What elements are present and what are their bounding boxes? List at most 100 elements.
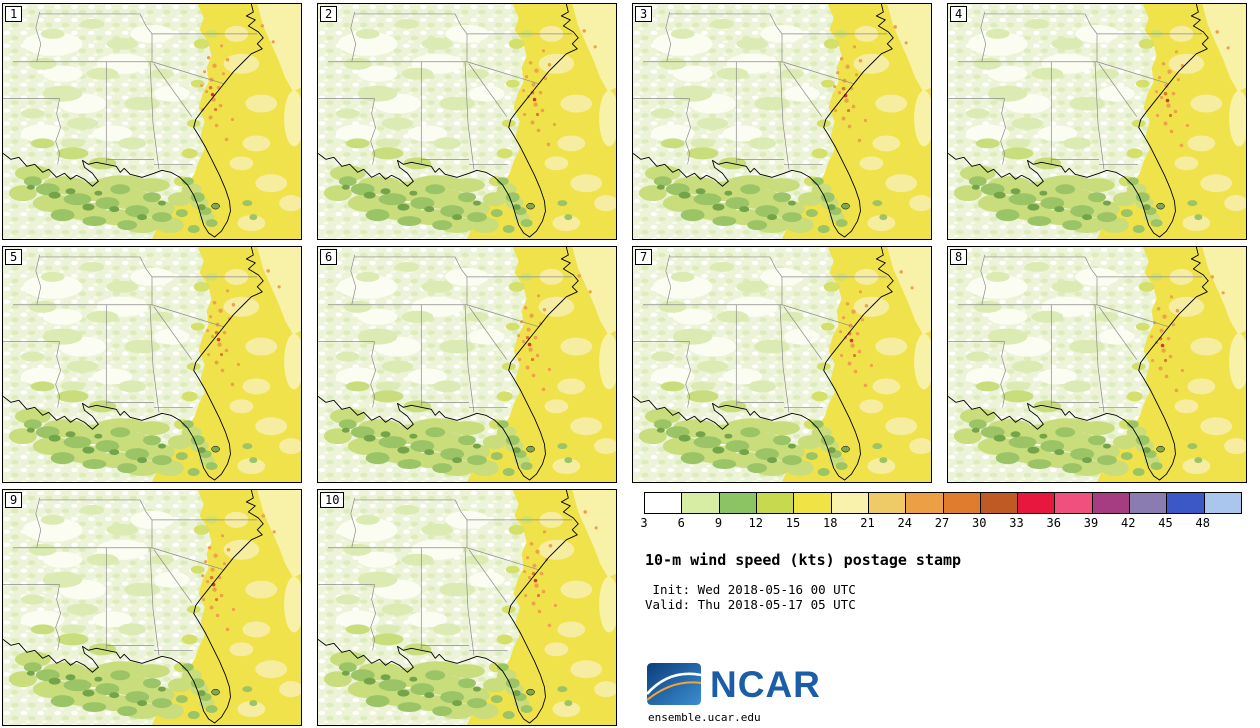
coastline — [318, 4, 579, 238]
colorbar-tick-label: 36 — [1046, 516, 1061, 530]
colorbar-cell — [1054, 493, 1092, 513]
offshore-cream-patch — [599, 333, 616, 390]
wind-speed-map — [318, 4, 616, 239]
member-number-label: 6 — [320, 249, 338, 265]
colorbar-cell — [793, 493, 831, 513]
ncar-logo-text: NCAR — [710, 663, 821, 705]
colorbar-cell — [830, 493, 868, 513]
ensemble-member-panel: 6 — [317, 246, 617, 483]
member-number-label: 2 — [320, 6, 338, 22]
wind-speed-map — [948, 4, 1246, 239]
light-wind-patches — [965, 267, 1135, 386]
interior-green-speckles — [20, 504, 174, 636]
lake-okeechobee — [526, 445, 535, 453]
offshore-cream-region — [572, 490, 616, 578]
legend-block: 3 6 9 12 15 18 21 24 27 30 33 36 39 42 45 48 10-m wind … — [632, 489, 1260, 728]
offshore-cream-region — [572, 247, 616, 335]
colorbar-cell — [718, 493, 756, 513]
colorbar — [644, 492, 1242, 514]
ensemble-member-panel: 9 — [2, 489, 302, 726]
lake-okeechobee — [841, 202, 850, 210]
offshore-cream-patch — [284, 90, 301, 147]
colorbar-tick-label: 42 — [1121, 516, 1136, 530]
member-number-label: 3 — [635, 6, 653, 22]
coastline — [633, 247, 894, 481]
colorbar-cell — [942, 493, 980, 513]
colorbar-tick-label: 9 — [714, 516, 723, 530]
colorbar-tick-label: 6 — [677, 516, 685, 530]
colorbar-cell — [1166, 493, 1204, 513]
member-number-label: 9 — [5, 492, 23, 508]
wind-speed-map — [3, 4, 301, 239]
offshore-cream-patch — [914, 90, 931, 147]
member-number-label: 4 — [950, 6, 968, 22]
colorbar-tick-label: 33 — [1009, 516, 1024, 530]
state-borders — [948, 254, 1203, 413]
colorbar-tick-label: 27 — [934, 516, 950, 530]
colorbar-cell — [979, 493, 1018, 513]
ensemble-member-panel: 4 — [947, 3, 1247, 240]
valid-time: Valid: Thu 2018-05-17 05 UTC — [645, 597, 856, 612]
wind-speed-map — [318, 490, 616, 725]
ensemble-member-panel: 10 — [317, 489, 617, 726]
interior-green-speckles — [335, 261, 489, 393]
figure-title: 10-m wind speed (kts) postage stamp — [645, 551, 962, 569]
gust-speckles — [523, 510, 598, 628]
gulf-dark-green — [26, 670, 206, 707]
state-borders — [318, 254, 573, 413]
interior-green-speckles — [650, 261, 804, 393]
colorbar-labels: 3 6 9 12 15 18 21 24 27 30 33 36 39 42 45 48 — [640, 516, 1240, 530]
gulf-medium-green — [23, 419, 258, 477]
init-time: Init: Wed 2018-05-16 00 UTC — [645, 582, 856, 597]
light-wind-patches — [20, 267, 190, 386]
gulf-dark-green — [656, 184, 836, 221]
lake-okeechobee — [841, 445, 850, 453]
state-borders — [633, 11, 888, 170]
offshore-cream-region — [887, 247, 931, 335]
gust-speckles — [1150, 275, 1225, 393]
state-borders — [948, 11, 1203, 170]
ensemble-member-panel: 5 — [2, 246, 302, 483]
gulf-dark-green — [26, 184, 206, 221]
interior-green-speckles — [965, 18, 1119, 150]
lake-okeechobee — [211, 688, 220, 696]
colorbar-cell — [867, 493, 906, 513]
offshore-cream-region — [887, 4, 931, 92]
pale-yellow-streaks — [1168, 268, 1246, 475]
lake-okeechobee — [211, 445, 220, 453]
gulf-dark-green — [971, 184, 1151, 221]
wind-speed-map — [633, 247, 931, 482]
colorbar-tick-label: 15 — [785, 516, 801, 530]
colorbar-tick-label: 30 — [972, 516, 987, 530]
ensemble-member-panel: 1 — [2, 3, 302, 240]
ncar-logo: NCAR — [645, 661, 821, 707]
yellow-green-fringe — [1118, 272, 1163, 430]
gulf-medium-green — [338, 662, 573, 720]
colorbar-tick-label: 48 — [1195, 516, 1210, 530]
interior-green-speckles — [335, 18, 489, 150]
pale-yellow-streaks — [538, 268, 616, 475]
offshore-cream-region — [1202, 4, 1246, 92]
lake-okeechobee — [1156, 445, 1165, 453]
interior-green-speckles — [20, 261, 174, 393]
offshore-cream-patch — [1229, 90, 1246, 147]
state-borders — [3, 497, 258, 656]
coastline — [3, 247, 264, 481]
coastline — [948, 247, 1209, 481]
colorbar-cell — [645, 493, 682, 513]
ensemble-member-panel: 8 — [947, 246, 1247, 483]
ensemble-member-panel: 3 — [632, 3, 932, 240]
colorbar-tick-label: 39 — [1083, 516, 1099, 530]
colorbar-tick-label: 24 — [897, 516, 912, 530]
state-borders — [3, 11, 258, 170]
colorbar-cell — [1203, 493, 1241, 513]
member-number-label: 5 — [5, 249, 23, 265]
offshore-cream-patch — [284, 333, 301, 390]
gulf-dark-green — [341, 184, 521, 221]
gulf-dark-green — [341, 670, 521, 707]
offshore-cream-region — [257, 4, 301, 92]
lake-okeechobee — [526, 202, 535, 210]
gust-speckles — [201, 514, 276, 632]
